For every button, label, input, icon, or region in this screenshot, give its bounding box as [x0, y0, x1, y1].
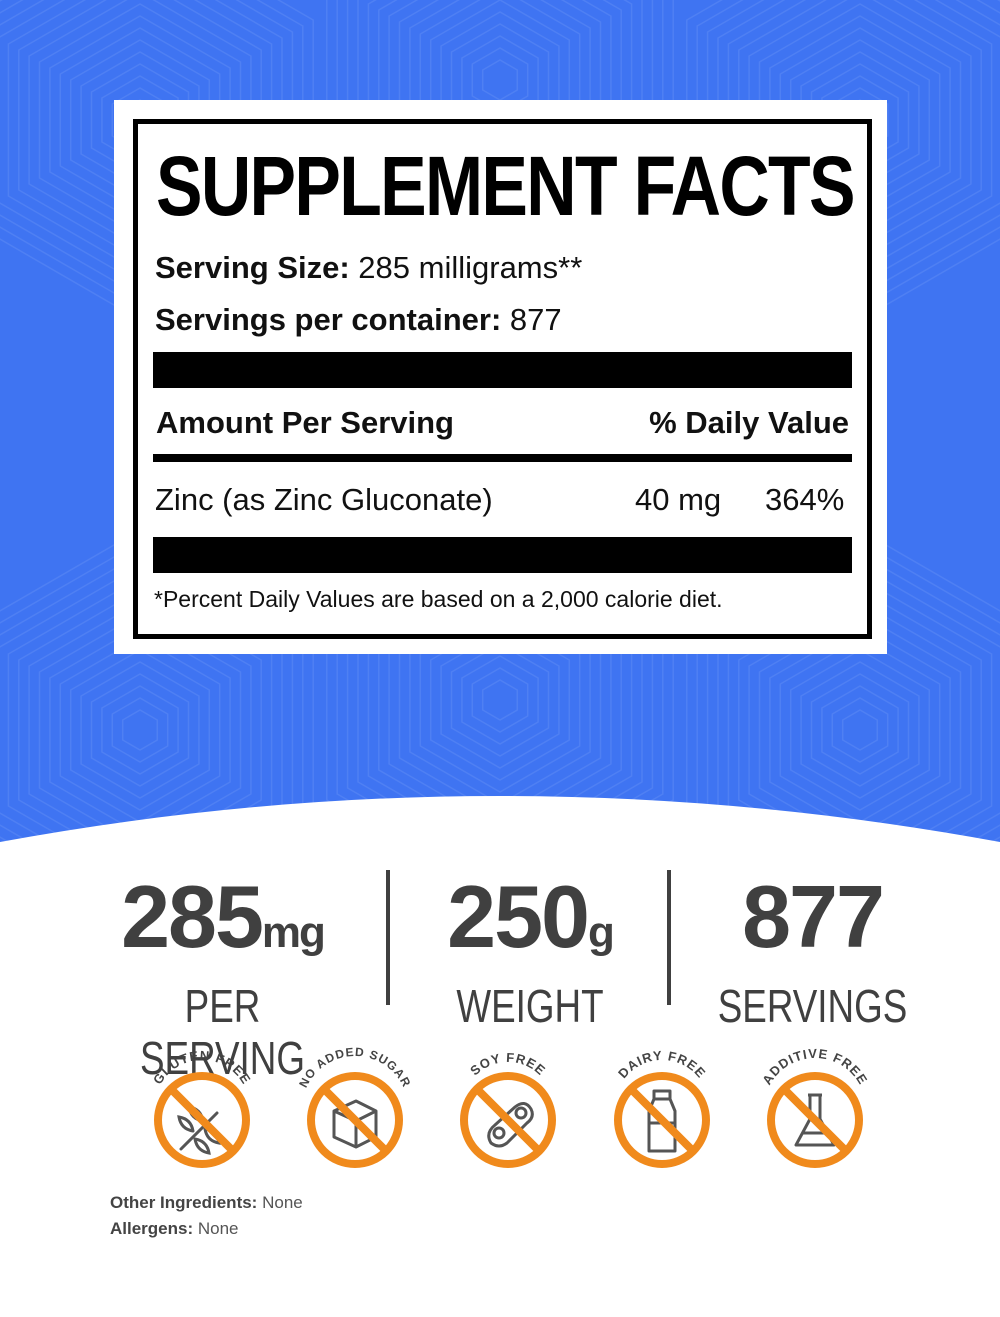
stat-per-serving: 285mg PER SERVING: [100, 867, 345, 1085]
hexagon-ring: [419, 607, 581, 793]
badge-label: ADDITIVE FREE: [759, 1046, 870, 1087]
hexagon-ring: [7, 577, 273, 860]
stat-servings: 877 SERVINGS: [690, 867, 935, 1033]
stat-value: 877: [742, 867, 885, 966]
other-ingredients-label: Other Ingredients:: [110, 1193, 258, 1212]
hexagon-ring: [471, 667, 529, 733]
hexagon-ring: [121, 709, 159, 751]
thin-divider: [153, 454, 852, 462]
hexagon-ring: [111, 697, 169, 763]
svg-text:GLUTEN FREE: GLUTEN FREE: [150, 1048, 254, 1087]
svg-text:ADDITIVE FREE: ADDITIVE FREE: [759, 1046, 871, 1087]
ingredient-amount: 40 mg: [635, 482, 722, 517]
stat-divider: [386, 870, 390, 1005]
svg-text:NO ADDED SUGAR: NO ADDED SUGAR: [296, 1045, 414, 1090]
hexagon-ring: [80, 661, 200, 799]
soy-free-badge: SOY FREE: [460, 1050, 556, 1168]
hexagon-ring: [450, 643, 550, 757]
badge-label: GLUTEN FREE: [150, 1048, 253, 1087]
hexagon-ring: [481, 679, 519, 721]
soybean-icon: [487, 1102, 534, 1148]
no-added-sugar-badge: NO ADDED SUGAR: [296, 1045, 414, 1168]
footnote: *Percent Daily Values are based on a 2,0…: [154, 586, 723, 612]
facts-title: SUPPLEMENT FACTS: [156, 139, 855, 233]
hexagon-ring: [429, 619, 571, 781]
ingredient-name: Zinc (as Zinc Gluconate): [155, 482, 493, 517]
other-ingredients-value: None: [257, 1193, 303, 1212]
supplement-facts-panel: SUPPLEMENT FACTS Serving Size: 285 milli…: [133, 119, 872, 639]
allergens-value: None: [193, 1219, 239, 1238]
stat-label: WEIGHT: [456, 980, 604, 1032]
hexagon-ring: [727, 577, 993, 860]
thick-divider-top: [153, 352, 852, 388]
hexagon-ring: [440, 631, 560, 769]
hexagon-ring: [90, 673, 190, 787]
stat-unit: mg: [261, 908, 326, 957]
stat-value: 250: [447, 867, 590, 966]
badge-label: NO ADDED SUGAR: [296, 1045, 413, 1090]
stat-unit: g: [587, 908, 615, 957]
hexagon-ring: [18, 589, 262, 860]
servings-per-container-line: Servings per container: 877: [155, 302, 562, 338]
hexagon-ring: [461, 655, 539, 745]
stat-divider: [667, 870, 671, 1005]
allergens-label: Allergens:: [110, 1219, 194, 1238]
servings-per-container-value: 877: [501, 302, 562, 337]
hexagon-ring: [69, 649, 211, 811]
stat-label: PER SERVING: [140, 980, 305, 1084]
serving-size-line: Serving Size: 285 milligrams**: [155, 250, 582, 286]
hexagon-ring: [841, 709, 879, 751]
allergens-line: Allergens: None: [110, 1219, 239, 1239]
dairy-free-badge: DAIRY FREE: [614, 1048, 710, 1168]
white-curve-background: [0, 796, 1000, 1317]
supplement-facts-card: SUPPLEMENT FACTS Serving Size: 285 milli…: [114, 100, 887, 654]
hexagon-ring: [800, 661, 920, 799]
daily-value-header: % Daily Value: [649, 405, 849, 440]
stat-weight: 250g WEIGHT: [410, 867, 650, 1033]
stat-value: 285: [121, 867, 264, 966]
ingredient-daily-value: 364%: [765, 482, 845, 517]
serving-size-label: Serving Size:: [155, 250, 350, 285]
hexagon-ring: [789, 649, 931, 811]
hexagon-ring: [810, 673, 910, 787]
servings-per-container-label: Servings per container:: [155, 302, 502, 337]
hexagon-ring: [831, 697, 889, 763]
gluten-free-badge: GLUTEN FREE: [150, 1048, 254, 1168]
hexagon-ring: [481, 59, 519, 101]
additive-free-badge: ADDITIVE FREE: [759, 1046, 871, 1168]
hexagon-ring: [101, 685, 179, 775]
amount-per-serving-header: Amount Per Serving: [156, 405, 454, 440]
hexagon-ring: [821, 685, 899, 775]
stat-label: SERVINGS: [717, 980, 908, 1032]
other-ingredients-line: Other Ingredients: None: [110, 1193, 303, 1213]
hexagon-ring: [738, 589, 982, 860]
thick-divider-bottom: [153, 537, 852, 573]
serving-size-value: 285 milligrams**: [349, 250, 583, 285]
